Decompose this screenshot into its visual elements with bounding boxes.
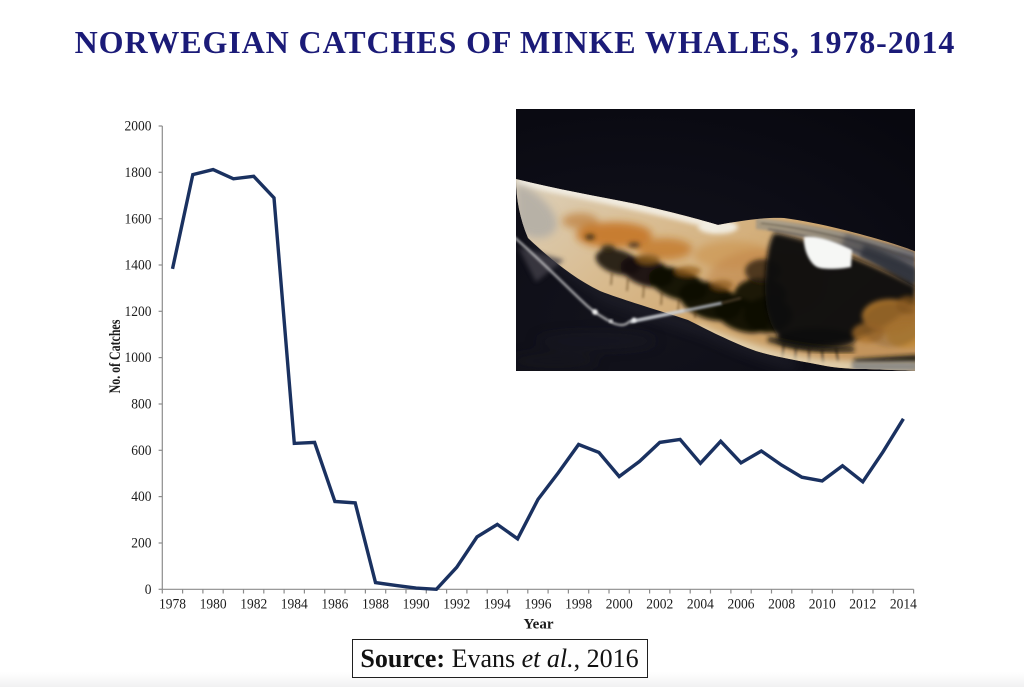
svg-text:2004: 2004: [687, 596, 714, 613]
svg-text:1200: 1200: [125, 303, 152, 320]
svg-text:600: 600: [131, 442, 151, 459]
svg-text:2008: 2008: [768, 596, 795, 613]
svg-text:200: 200: [131, 535, 151, 552]
svg-text:1986: 1986: [321, 596, 348, 613]
svg-text:1998: 1998: [565, 596, 592, 613]
svg-text:2006: 2006: [728, 596, 755, 613]
svg-text:2002: 2002: [646, 596, 673, 613]
svg-text:0: 0: [145, 581, 152, 598]
svg-text:1988: 1988: [362, 596, 389, 613]
svg-text:2012: 2012: [849, 596, 876, 613]
svg-text:2000: 2000: [125, 118, 152, 135]
svg-text:1400: 1400: [125, 257, 152, 274]
svg-text:1996: 1996: [525, 596, 552, 613]
svg-text:Year: Year: [524, 617, 554, 633]
svg-text:No. of Catches: No. of Catches: [107, 319, 124, 393]
svg-text:1982: 1982: [240, 596, 267, 613]
svg-text:800: 800: [131, 396, 151, 413]
svg-text:2010: 2010: [809, 596, 836, 613]
svg-text:1000: 1000: [125, 350, 152, 367]
svg-text:1992: 1992: [443, 596, 470, 613]
svg-text:2014: 2014: [890, 596, 917, 613]
svg-text:1990: 1990: [403, 596, 430, 613]
svg-text:400: 400: [131, 489, 151, 506]
svg-text:1984: 1984: [281, 596, 308, 613]
svg-text:1994: 1994: [484, 596, 511, 613]
svg-text:1978: 1978: [159, 596, 186, 613]
svg-text:1600: 1600: [125, 211, 152, 228]
svg-text:1980: 1980: [200, 596, 227, 613]
svg-text:2000: 2000: [606, 596, 633, 613]
svg-text:1800: 1800: [125, 164, 152, 181]
